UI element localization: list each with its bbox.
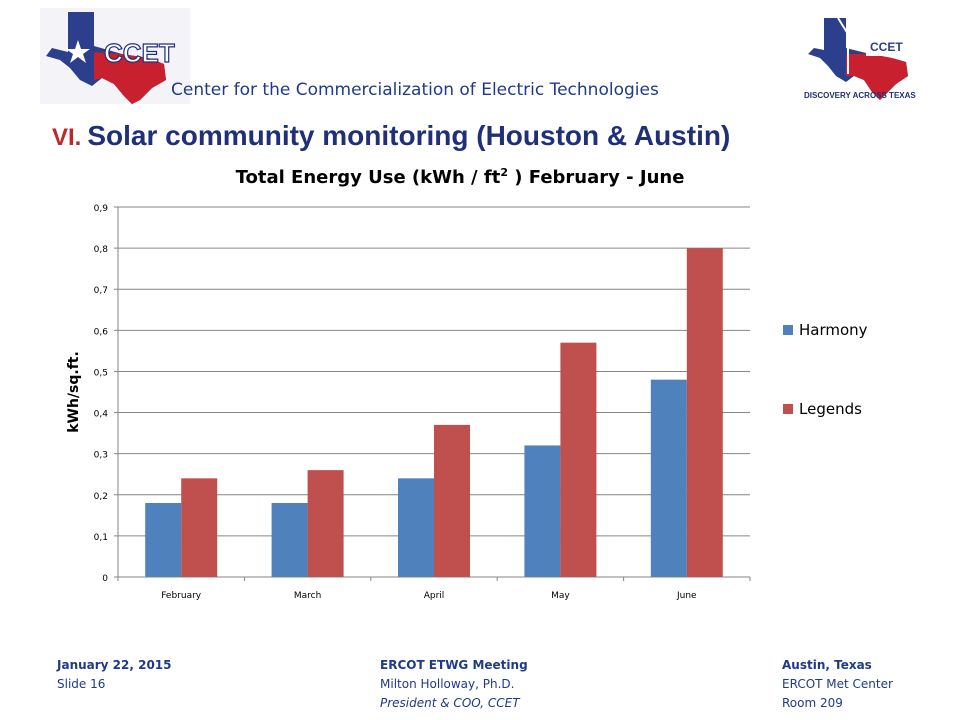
- y-tick-label: 0,7: [94, 286, 108, 296]
- chart-title-after: ) February - June: [508, 167, 685, 188]
- y-tick-label: 0: [102, 574, 108, 584]
- chart-title-superscript: 2: [500, 166, 508, 179]
- texas-map-red-right: [846, 54, 908, 100]
- bar-legends-april: [434, 424, 470, 577]
- legend-label-legends: Legends: [799, 400, 862, 418]
- logo-right-tagline: DISCOVERY ACROSS TEXAS: [804, 91, 916, 100]
- bar-legends-june: [686, 248, 723, 577]
- star-icon: [66, 40, 90, 63]
- legend-swatch-harmony: [783, 325, 793, 335]
- y-tick-label: 0,1: [94, 533, 108, 543]
- footer-slide-number: Slide 16: [57, 677, 106, 691]
- bar-chart: 0 0,1 0,2 0,3 0,4 0,5 0,6 0,7 0,8 0,9 February Marc…: [66, 204, 868, 601]
- x-tick-label: March: [294, 591, 321, 601]
- x-tick-label: June: [676, 591, 697, 601]
- legend-label-harmony: Harmony: [799, 321, 868, 339]
- y-axis-label: kWh/sq.ft.: [66, 351, 82, 433]
- bar-legends-february: [181, 478, 218, 577]
- slide-title-text: Solar community monitoring (Houston & Au…: [87, 120, 731, 151]
- organization-name: Center for the Commercialization of Elec…: [171, 80, 659, 100]
- y-tick-label: 0,8: [94, 245, 109, 255]
- footer-location: Austin, Texas: [782, 658, 872, 672]
- slide-title: VI. Solar community monitoring (Houston &…: [52, 120, 730, 152]
- footer-meeting: ERCOT ETWG Meeting: [380, 658, 528, 672]
- y-tick-label: 0,3: [94, 451, 108, 461]
- bar-harmony-june: [650, 379, 687, 577]
- bar-legends-may: [560, 342, 597, 577]
- chart-title: Total Energy Use (kWh / ft2 ) February -…: [0, 166, 920, 188]
- y-tick-label: 0,9: [94, 204, 109, 214]
- y-tick-label: 0,4: [94, 410, 109, 420]
- bar-harmony-may: [524, 445, 561, 577]
- logo-left-text: CCET: [104, 38, 175, 68]
- bar-harmony-april: [398, 478, 434, 577]
- footer-center: ERCOT ETWG Meeting Milton Holloway, Ph.D…: [380, 656, 528, 713]
- y-tick-label: 0,2: [94, 492, 108, 502]
- slide-section-number: VI.: [52, 124, 82, 151]
- footer-date: January 22, 2015: [57, 658, 172, 672]
- bar-legends-march: [307, 470, 344, 577]
- texas-map-red: [94, 52, 166, 104]
- ccet-logo: CCET: [40, 8, 190, 104]
- x-tick-label: February: [161, 591, 202, 601]
- logo-right-text: CCET: [870, 40, 903, 54]
- x-tick-label: May: [551, 591, 570, 601]
- x-tick-label: April: [424, 591, 445, 601]
- footer-presenter: Milton Holloway, Ph.D.: [380, 677, 515, 691]
- bar-harmony-february: [145, 503, 182, 577]
- footer-room: Room 209: [782, 696, 843, 710]
- ccet-discovery-logo: CCET DISCOVERY ACROSS TEXAS: [804, 17, 916, 100]
- footer-left: January 22, 2015 Slide 16: [57, 656, 172, 694]
- legend-swatch-legends: [783, 404, 793, 414]
- chart-title-before: Total Energy Use (kWh / ft: [235, 167, 501, 188]
- y-tick-label: 0,5: [94, 368, 108, 378]
- footer-venue: ERCOT Met Center: [782, 677, 893, 691]
- bar-harmony-march: [271, 503, 308, 577]
- footer-presenter-title: President & COO, CCET: [380, 696, 520, 710]
- footer-right: Austin, Texas ERCOT Met Center Room 209: [782, 656, 893, 713]
- y-tick-label: 0,6: [94, 327, 109, 337]
